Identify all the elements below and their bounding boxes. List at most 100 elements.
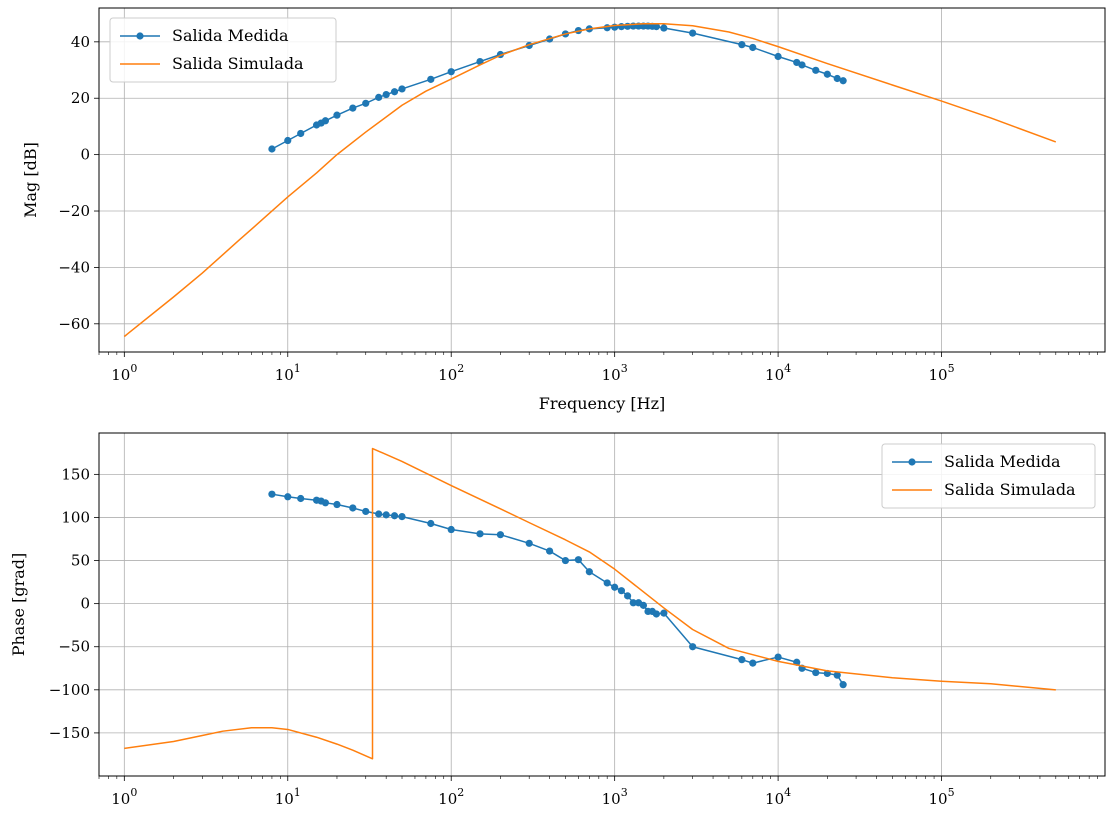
data-point (738, 656, 746, 664)
y-axis-label: Phase [grad] (9, 553, 28, 657)
x-tick-label: 103 (602, 786, 628, 808)
legend: Salida Medida Salida Simulada (881, 443, 1096, 509)
y-tick-label: −60 (58, 315, 90, 333)
data-point (660, 24, 668, 32)
data-point (362, 507, 370, 516)
data-point (427, 519, 435, 528)
data-point (798, 61, 806, 69)
data-point (812, 668, 820, 677)
y-tick-label: −150 (49, 724, 90, 742)
y-tick-label: 20 (71, 89, 90, 107)
data-point (382, 90, 390, 99)
data-point (689, 29, 697, 37)
y-tick-label: −20 (58, 202, 90, 220)
data-point (375, 510, 383, 518)
y-tick-label: 0 (80, 595, 90, 613)
y-tick-label: −40 (58, 258, 90, 276)
y-tick-label: 0 (80, 146, 90, 164)
y-tick-label: −100 (49, 681, 90, 699)
axes-frame (98, 432, 1106, 777)
data-point (839, 681, 847, 689)
y-tick-label: −50 (58, 638, 90, 656)
data-point (629, 599, 637, 607)
data-point (321, 499, 330, 507)
data-point (624, 592, 632, 600)
y-axis-label: Mag [dB] (21, 142, 40, 218)
data-point (321, 117, 330, 125)
data-point (839, 77, 847, 85)
data-point (525, 539, 533, 547)
data-point (284, 493, 292, 501)
data-point (774, 653, 782, 661)
data-point (617, 587, 626, 595)
legend-box (881, 443, 1096, 509)
data-point (496, 531, 505, 539)
data-point (833, 671, 841, 679)
x-tick-label: 101 (275, 786, 301, 808)
data-point (652, 23, 660, 31)
data-point (652, 610, 660, 618)
data-point (833, 74, 841, 83)
x-tick-label: 104 (765, 786, 791, 808)
data-point (333, 500, 341, 509)
data-point (349, 104, 357, 112)
x-tick-label: 105 (929, 362, 955, 384)
legend-box (109, 17, 337, 83)
legend: Salida Medida Salida Simulada (109, 17, 337, 83)
data-point (603, 24, 611, 32)
data-point (382, 511, 390, 519)
data-point (738, 41, 746, 49)
y-tick-label: 100 (61, 508, 90, 526)
axes-frame (98, 7, 1106, 353)
data-point (297, 494, 305, 503)
series-line-measured (271, 25, 844, 150)
data-point (476, 530, 484, 538)
legend-label: Salida Simulada (944, 480, 1076, 499)
legend-label: Salida Simulada (172, 54, 304, 73)
data-point (375, 93, 383, 101)
data-point (812, 66, 820, 74)
series-line-simulated (123, 23, 1057, 338)
data-point (585, 568, 593, 576)
phase-panel: 100 101 102 103 104 105 −150 −100 −50 0 50 100 150 Ph… (9, 432, 1106, 808)
data-point (447, 68, 455, 76)
series-line-simulated (124, 447, 1056, 760)
x-tick-label: 100 (111, 786, 137, 808)
magnitude-panel: 100 101 102 103 104 105 −60 −40 −20 0 20 40 Frequenc… (21, 7, 1106, 413)
data-point (546, 547, 554, 555)
legend-marker (136, 32, 144, 40)
x-tick-label: 103 (602, 362, 628, 384)
data-point (268, 490, 276, 498)
data-point (268, 145, 276, 153)
data-point (398, 85, 406, 93)
data-point (349, 504, 357, 512)
x-tick-label: 102 (438, 786, 464, 808)
x-axis-label: Frequency [Hz] (539, 394, 666, 413)
data-point (398, 512, 406, 521)
data-point (574, 556, 582, 564)
x-tick-label: 104 (765, 362, 791, 384)
legend-label: Salida Medida (944, 452, 1061, 471)
x-tick-label: 102 (438, 362, 464, 384)
data-point (774, 52, 782, 61)
data-point (297, 129, 305, 138)
data-point (427, 75, 435, 83)
y-tick-label: 40 (71, 33, 90, 51)
data-point (390, 88, 399, 96)
x-tick-label: 105 (929, 786, 955, 808)
data-point (561, 556, 570, 565)
data-point (447, 525, 455, 534)
data-point (333, 111, 341, 119)
data-point (749, 43, 757, 52)
y-tick-label: 50 (71, 552, 90, 570)
data-point (390, 512, 399, 520)
data-point (603, 579, 611, 587)
data-point (362, 99, 370, 107)
data-point (617, 23, 626, 31)
data-point (284, 136, 292, 145)
legend-marker (908, 458, 916, 466)
data-point (611, 583, 619, 591)
data-point (749, 659, 757, 667)
y-tick-label: 150 (61, 465, 90, 483)
